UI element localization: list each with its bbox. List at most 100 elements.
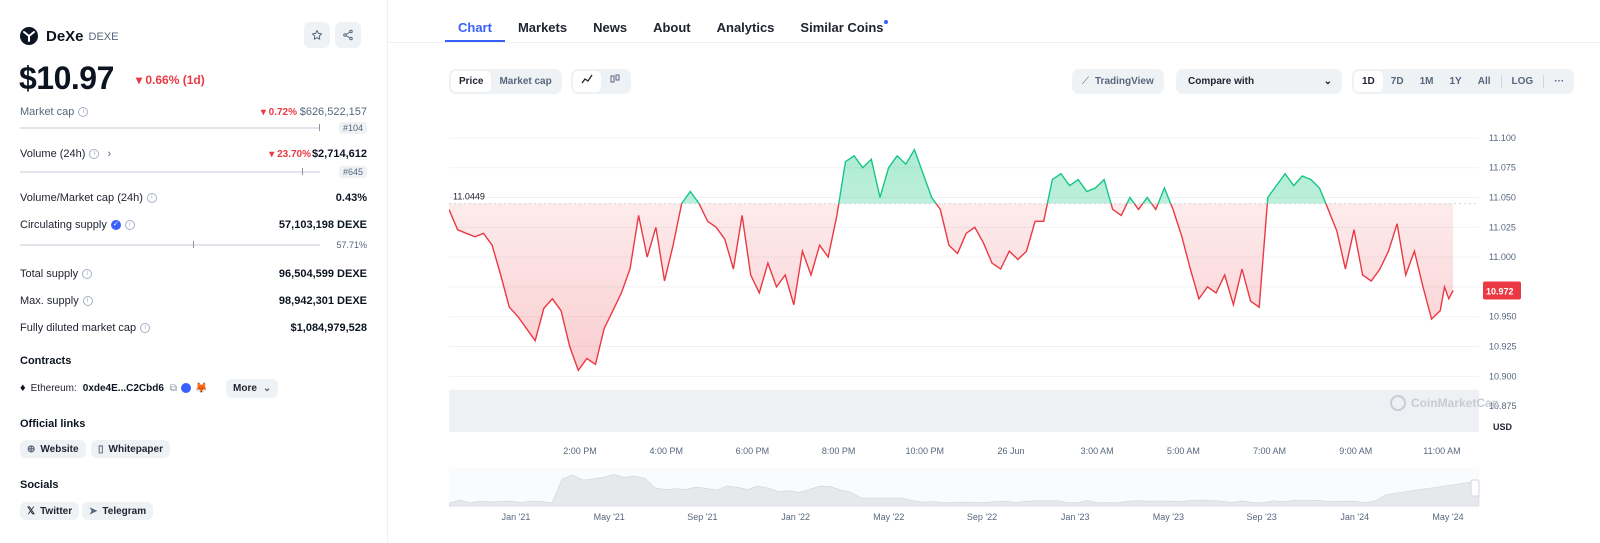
circulating-supply-label: Circulating supply ✓ i [20,219,135,231]
y-tick-label: 11.025 [1489,222,1516,232]
market-cap-change: ▾ 0.72% [260,107,297,118]
tradingview-icon: ⟋ [1082,76,1089,87]
current-price-badge [1483,281,1521,300]
x-tick-label: 6:00 PM [736,446,770,456]
chevron-right-icon[interactable]: › [107,148,112,160]
range-all[interactable]: All [1477,76,1491,87]
x-tick-label: 5:00 AM [1167,446,1200,456]
copy-icon[interactable]: ⧉ [169,382,178,394]
tab-markets[interactable]: Markets [517,20,568,35]
socials-title: Socials [20,479,59,491]
info-icon[interactable]: i [146,193,157,203]
range-1m[interactable]: 1M [1419,76,1434,87]
coin-header: DeXe DEXE [20,26,119,46]
info-icon[interactable]: i [82,296,93,306]
volume-label: Volume (24h) i › [20,148,112,160]
price-line-up [680,148,1327,204]
coin-name: DeXe [46,27,84,45]
volume-row: Volume (24h) i › ▾ 23.70% $2,714,612 [20,148,367,164]
navigator-tick-label: Jan '21 [502,512,531,522]
tab-chart[interactable]: Chart [445,0,505,42]
current-price-label: 10.972 [1486,287,1514,297]
tab-about[interactable]: About [653,20,691,35]
volume-change: ▾ 23.70% [269,149,311,160]
candlestick-icon[interactable] [601,71,629,92]
market-cap-label: Market cap i [20,106,89,118]
info-icon[interactable]: i [82,269,93,279]
contract-row: ♦ Ethereum: 0xde4E...C2Cbd6 ⧉ 🦊 [20,381,208,395]
metamask-icon[interactable]: 🦊 [195,382,208,394]
more-options-icon[interactable]: ··· [1554,76,1565,87]
info-icon[interactable]: i [89,149,100,159]
contracts-more-button[interactable]: More ⌄ [226,379,279,398]
coinmarketcap-logo [1390,395,1406,411]
navigator-tick-label: Jan '24 [1340,512,1369,522]
y-tick-label: 11.075 [1489,163,1516,173]
price-toggle[interactable]: Price [451,71,492,92]
market-cap-rank: #104 [338,122,367,134]
chevron-down-icon: ⌄ [262,383,272,394]
dexe-logo [20,27,38,45]
tab-similar-coins[interactable]: Similar Coins [787,0,896,42]
explorer-icon[interactable] [181,383,192,393]
tabs-divider [388,42,1600,43]
watchlist-button[interactable] [304,22,330,48]
volume-value: $2,714,612 [311,148,367,160]
y-tick-label: 11.100 [1489,133,1516,143]
y-tick-label: 11.000 [1489,252,1516,262]
range-7d[interactable]: 7D [1390,76,1404,87]
info-icon[interactable]: i [78,107,89,117]
market-cap-value: $626,522,157 [299,106,367,118]
volume-bar [20,168,320,175]
info-icon[interactable]: i [124,220,135,230]
tradingview-button[interactable]: ⟋ TradingView [1072,69,1164,94]
navigator-tick-label: Sep '22 [967,512,997,522]
circulating-supply-value: 57,103,198 DEXE [278,219,367,231]
new-indicator-dot [883,20,888,24]
x-icon: 𝕏 [27,505,36,517]
toolbar-divider [1543,75,1545,88]
share-button[interactable] [335,22,361,48]
price-mcap-toggle: Price Market cap [449,69,562,94]
info-icon[interactable]: i [140,323,151,333]
volume-market-cap-value: 0.43% [335,192,367,204]
market-cap-bar [20,124,320,131]
range-1d[interactable]: 1D [1354,71,1383,92]
tab-analytics[interactable]: Analytics [716,20,775,35]
price-change-value: 0.66% (1d) [145,73,205,87]
verified-icon: ✓ [110,220,121,230]
contract-address[interactable]: 0xde4E...C2Cbd6 [82,382,164,394]
whitepaper-link[interactable]: ▯ Whitepaper [91,440,170,458]
x-tick-label: 7:00 AM [1253,446,1286,456]
area-below-baseline [449,203,1454,371]
price-chart[interactable]: 11.10011.07511.05011.02511.00010.97510.9… [448,120,1560,540]
tab-news[interactable]: News [593,20,628,35]
log-toggle[interactable]: LOG [1511,76,1534,87]
coinmarketcap-watermark: CoinMarketCap [1390,395,1499,411]
line-chart-icon[interactable] [573,71,601,92]
baseline-label: 11.0449 [453,192,485,202]
contract-chain: Ethereum: [30,382,77,394]
circulating-supply-pct: 57.71% [336,240,367,250]
price-chart-svg: 11.10011.07511.05011.02511.00010.97510.9… [448,133,1521,522]
total-supply-row: Total supply i 96,504,599 DEXE [20,268,367,284]
max-supply-row: Max. supply i 98,942,301 DEXE [20,295,367,311]
range-1y[interactable]: 1Y [1449,76,1462,87]
currency-label: USD [1493,422,1513,432]
website-link[interactable]: ⊕ Website [20,440,86,458]
telegram-link[interactable]: ➤ Telegram [82,502,154,520]
fully-diluted-mcap-row: Fully diluted market cap i $1,084,979,528 [20,322,367,338]
x-tick-label: 2:00 PM [563,446,597,456]
coin-stats-panel: DeXe DEXE $10.97 ▾ 0.66% (1d) Market cap… [0,0,388,543]
circulating-supply-bar-marker [193,241,194,248]
chevron-down-icon: ⌄ [1323,76,1332,87]
market-cap-toggle[interactable]: Market cap [499,76,552,87]
twitter-link[interactable]: 𝕏 Twitter [20,502,80,520]
volume-market-cap-label: Volume/Market cap (24h) i [20,192,157,204]
contracts-title: Contracts [20,355,72,367]
max-supply-value: 98,942,301 DEXE [278,295,367,307]
navigator-handle [1470,479,1480,497]
compare-with-select[interactable]: Compare with ⌄ [1176,69,1342,94]
toolbar-divider [1500,75,1502,88]
y-tick-label: 11.050 [1489,193,1516,203]
